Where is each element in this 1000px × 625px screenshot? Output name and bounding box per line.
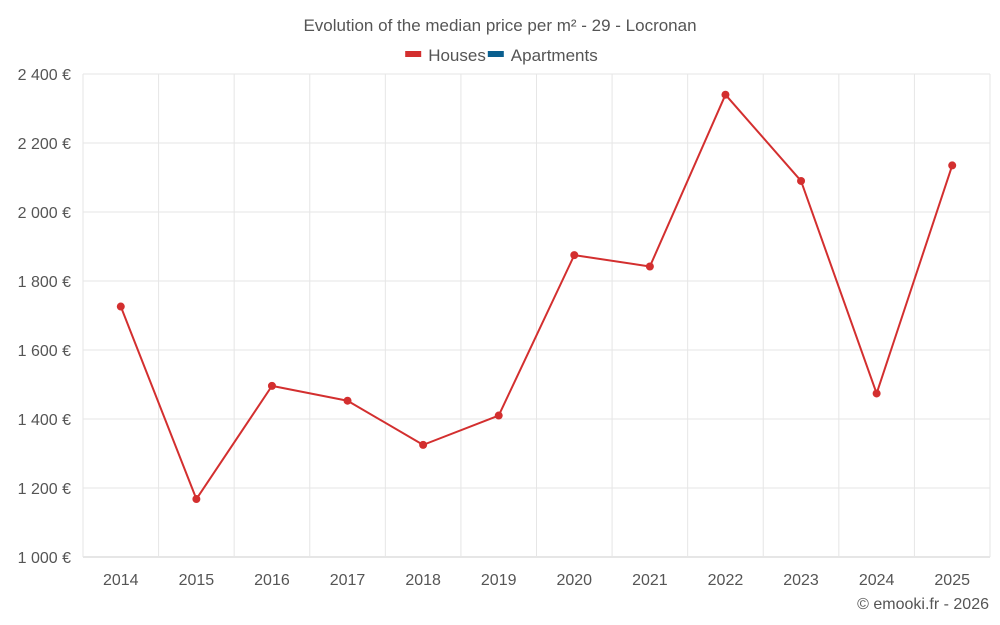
data-point-houses-2014[interactable]	[116, 302, 125, 311]
x-tick-label: 2014	[103, 572, 139, 589]
y-tick-label: 1 800 €	[18, 274, 71, 291]
y-tick-label: 2 200 €	[18, 136, 71, 153]
series-layer	[116, 90, 957, 504]
legend: Houses Apartments	[405, 46, 598, 65]
y-tick-label: 2 400 €	[18, 67, 71, 84]
x-axis: 2014 2015 2016 2017 2018 2019 2020 2021 2022 2023…	[103, 572, 970, 589]
y-tick-label: 1 600 €	[18, 343, 71, 360]
data-point-houses-2021[interactable]	[645, 262, 654, 271]
x-tick-label: 2015	[179, 572, 215, 589]
x-tick-label: 2019	[481, 572, 517, 589]
data-point-houses-2018[interactable]	[419, 440, 428, 449]
y-tick-label: 1 400 €	[18, 412, 71, 429]
data-point-houses-2019[interactable]	[494, 411, 503, 420]
x-tick-label: 2024	[859, 572, 895, 589]
credit-text: © emooki.fr - 2026	[857, 596, 989, 613]
legend-swatch-apartments[interactable]	[487, 51, 504, 57]
data-point-houses-2022[interactable]	[721, 90, 730, 99]
x-tick-label: 2020	[556, 572, 592, 589]
series-line-houses	[119, 93, 954, 501]
y-tick-label: 1 200 €	[18, 481, 71, 498]
y-tick-label: 1 000 €	[18, 550, 71, 567]
grid	[82, 73, 991, 558]
x-tick-label: 2025	[934, 572, 970, 589]
x-tick-label: 2023	[783, 572, 819, 589]
data-point-houses-2023[interactable]	[797, 176, 806, 185]
y-tick-label: 2 000 €	[18, 205, 71, 222]
x-tick-label: 2021	[632, 572, 668, 589]
data-point-houses-2017[interactable]	[343, 396, 352, 405]
y-axis: 1 000 € 1 200 € 1 400 € 1 600 € 1 800 € 2 000…	[18, 67, 71, 567]
x-tick-label: 2018	[405, 572, 441, 589]
x-tick-label: 2017	[330, 572, 366, 589]
legend-swatch-houses[interactable]	[405, 51, 422, 57]
data-point-houses-2016[interactable]	[267, 381, 276, 390]
data-point-houses-2020[interactable]	[570, 251, 579, 260]
data-point-houses-2024[interactable]	[872, 389, 881, 398]
legend-label-apartments[interactable]: Apartments	[511, 46, 598, 65]
legend-label-houses[interactable]: Houses	[428, 46, 486, 65]
x-tick-label: 2016	[254, 572, 290, 589]
data-point-houses-2025[interactable]	[948, 161, 957, 170]
x-tick-label: 2022	[708, 572, 744, 589]
chart-title: Evolution of the median price per m² - 2…	[303, 16, 696, 35]
data-point-houses-2015[interactable]	[192, 495, 201, 504]
